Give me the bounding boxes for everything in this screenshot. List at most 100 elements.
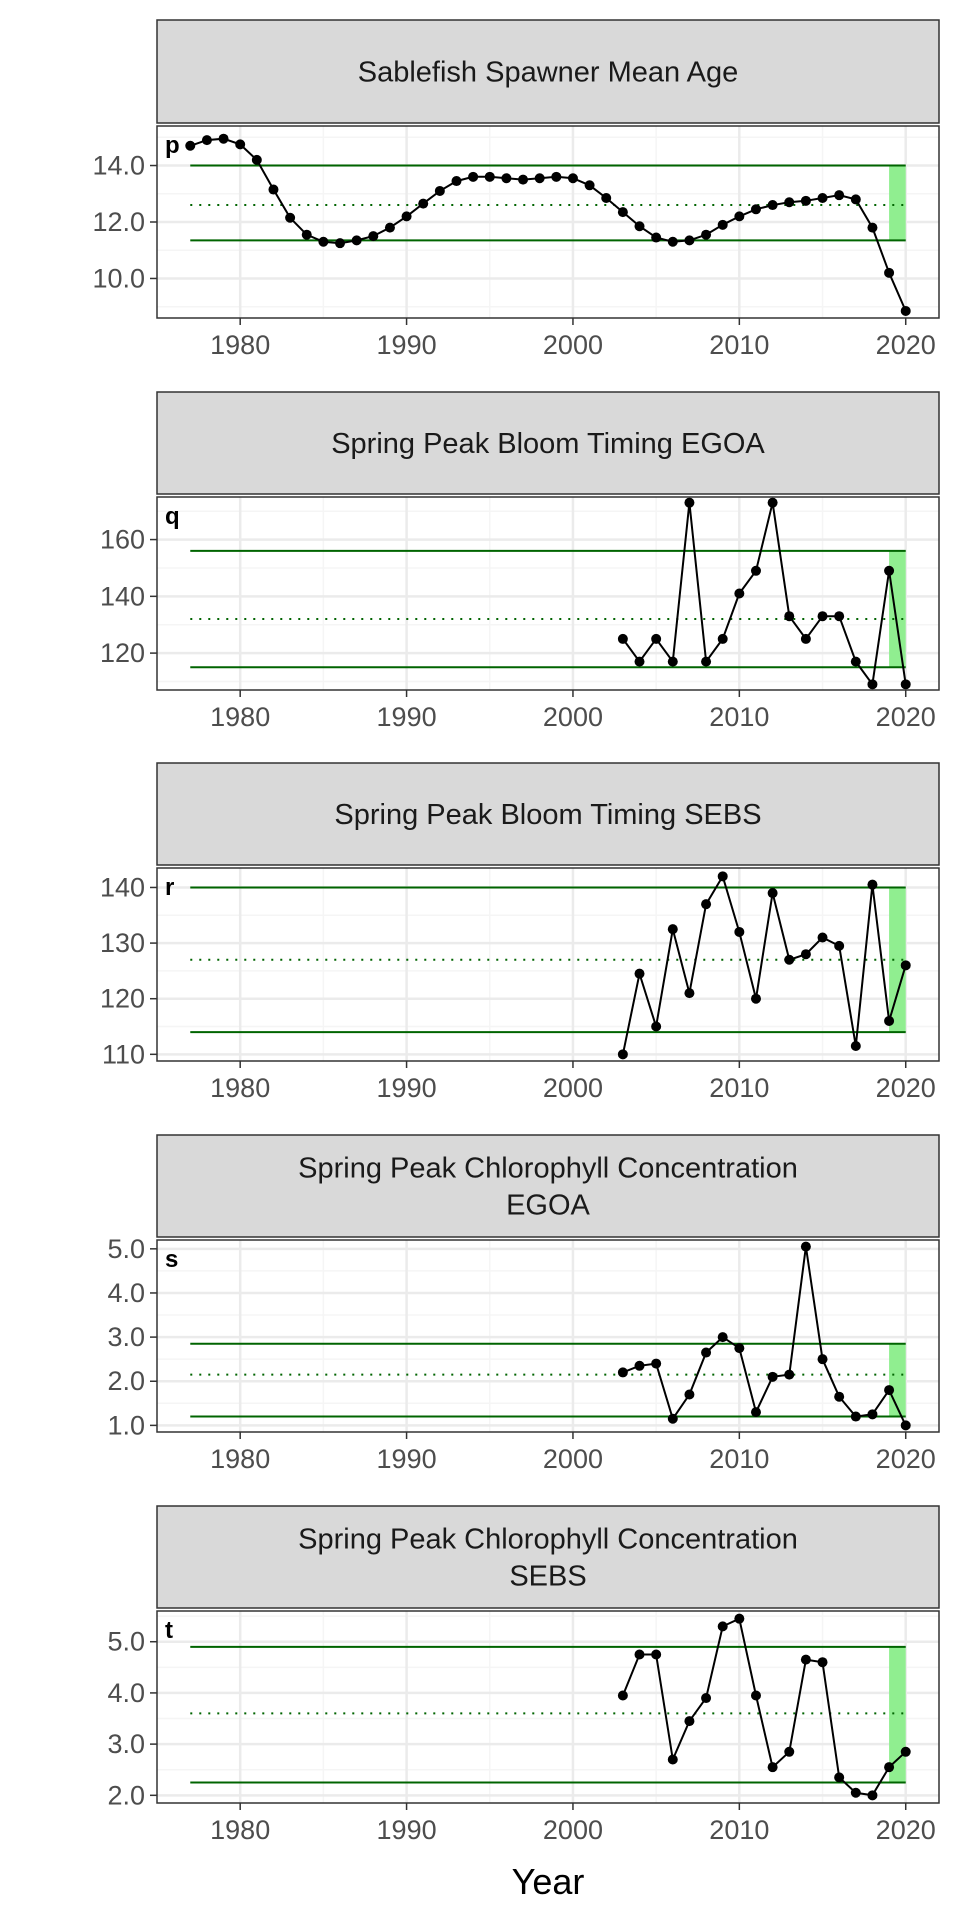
data-point [900, 1420, 911, 1431]
data-point [867, 1790, 878, 1801]
data-point [900, 960, 911, 971]
panel-title-line: Spring Peak Bloom Timing SEBS [334, 799, 761, 831]
x-tick-label: 2020 [876, 1815, 936, 1845]
data-point [634, 656, 645, 667]
data-point [634, 1649, 645, 1660]
data-point [750, 993, 761, 1004]
data-point [701, 1693, 712, 1704]
x-tick-label: 2000 [543, 330, 603, 360]
panel-tag: q [165, 503, 180, 530]
data-point [850, 1787, 861, 1798]
y-tick-label: 120 [100, 984, 145, 1014]
data-point [684, 1389, 695, 1400]
panel-title-line: Spring Peak Chlorophyll Concentration [298, 1153, 798, 1185]
panel-q: Spring Peak Bloom Timing EGOA q 120 140 160 1… [100, 391, 940, 732]
data-point [584, 180, 595, 191]
data-point [867, 1409, 878, 1420]
data-point [518, 174, 529, 185]
data-point [667, 924, 678, 935]
panel-title-line: Sablefish Spawner Mean Age [358, 57, 738, 89]
data-point [867, 879, 878, 890]
panel-title-line: SEBS [509, 1561, 586, 1593]
data-point [717, 219, 728, 230]
data-point [468, 171, 479, 182]
y-tick-label: 3.0 [107, 1729, 145, 1759]
data-point [534, 173, 545, 184]
x-tick-label: 2000 [543, 1073, 603, 1103]
data-point [817, 932, 828, 943]
x-tick-label: 1980 [210, 1073, 270, 1103]
data-point [684, 988, 695, 999]
data-point [750, 1407, 761, 1418]
recent-years-highlight [889, 887, 906, 1033]
data-point [634, 1360, 645, 1371]
data-point [235, 139, 246, 150]
data-point [884, 1762, 895, 1773]
x-tick-label: 2010 [709, 330, 769, 360]
data-point [884, 1015, 895, 1026]
data-point [817, 193, 828, 203]
data-point [634, 221, 645, 232]
data-point [285, 212, 296, 223]
panel-strip [156, 1134, 940, 1238]
data-point [784, 1369, 795, 1380]
y-tick-label: 130 [100, 928, 145, 958]
data-point [651, 1649, 662, 1660]
data-point [601, 193, 612, 203]
panel-tag: p [165, 132, 180, 159]
panel-tag: r [165, 874, 174, 901]
data-point [551, 171, 562, 182]
data-point [351, 235, 362, 246]
data-point [617, 1690, 628, 1701]
recent-years-highlight [889, 165, 906, 241]
y-tick-label: 160 [100, 525, 145, 555]
data-point [251, 154, 262, 165]
x-tick-label: 2020 [876, 1444, 936, 1474]
panel-r: Spring Peak Bloom Timing SEBS r 110 120 130 1… [100, 762, 940, 1103]
data-point [484, 171, 495, 182]
recent-years-highlight [889, 550, 906, 668]
data-point [834, 940, 845, 951]
data-point [684, 235, 695, 246]
data-point [784, 611, 795, 622]
x-tick-label: 2020 [876, 1073, 936, 1103]
data-point [617, 207, 628, 218]
data-point [884, 267, 895, 278]
data-point [750, 1690, 761, 1701]
data-point [784, 1746, 795, 1757]
data-point [301, 229, 312, 240]
data-point [767, 497, 778, 508]
panel-s: Spring Peak Chlorophyll Concentration EGO… [107, 1134, 940, 1474]
data-point [651, 633, 662, 644]
data-point [834, 1391, 845, 1402]
x-tick-label: 1990 [377, 1073, 437, 1103]
recent-years-highlight [889, 1646, 906, 1783]
y-tick-label: 12.0 [92, 207, 145, 237]
data-point [817, 611, 828, 622]
data-point [667, 1413, 678, 1424]
x-tick-label: 1980 [210, 1815, 270, 1845]
data-point [451, 176, 462, 187]
x-tick-label: 1980 [210, 330, 270, 360]
data-point [800, 1241, 811, 1252]
data-point [401, 211, 412, 222]
x-tick-label: 2010 [709, 1815, 769, 1845]
data-point [900, 679, 911, 690]
panel-strip [156, 762, 940, 866]
data-point [701, 899, 712, 910]
y-tick-label: 5.0 [107, 1627, 145, 1657]
data-point [418, 198, 429, 209]
data-point [717, 871, 728, 882]
data-point [884, 565, 895, 576]
data-point [767, 200, 778, 211]
panel-border [156, 1610, 940, 1804]
data-point [850, 1040, 861, 1051]
x-tick-label: 2010 [709, 1073, 769, 1103]
series-line [621, 873, 907, 1055]
panel-strip [156, 19, 940, 124]
y-tick-label: 110 [102, 1039, 145, 1069]
data-point [800, 1654, 811, 1665]
y-tick-label: 120 [100, 638, 145, 668]
data-point [734, 1613, 745, 1624]
